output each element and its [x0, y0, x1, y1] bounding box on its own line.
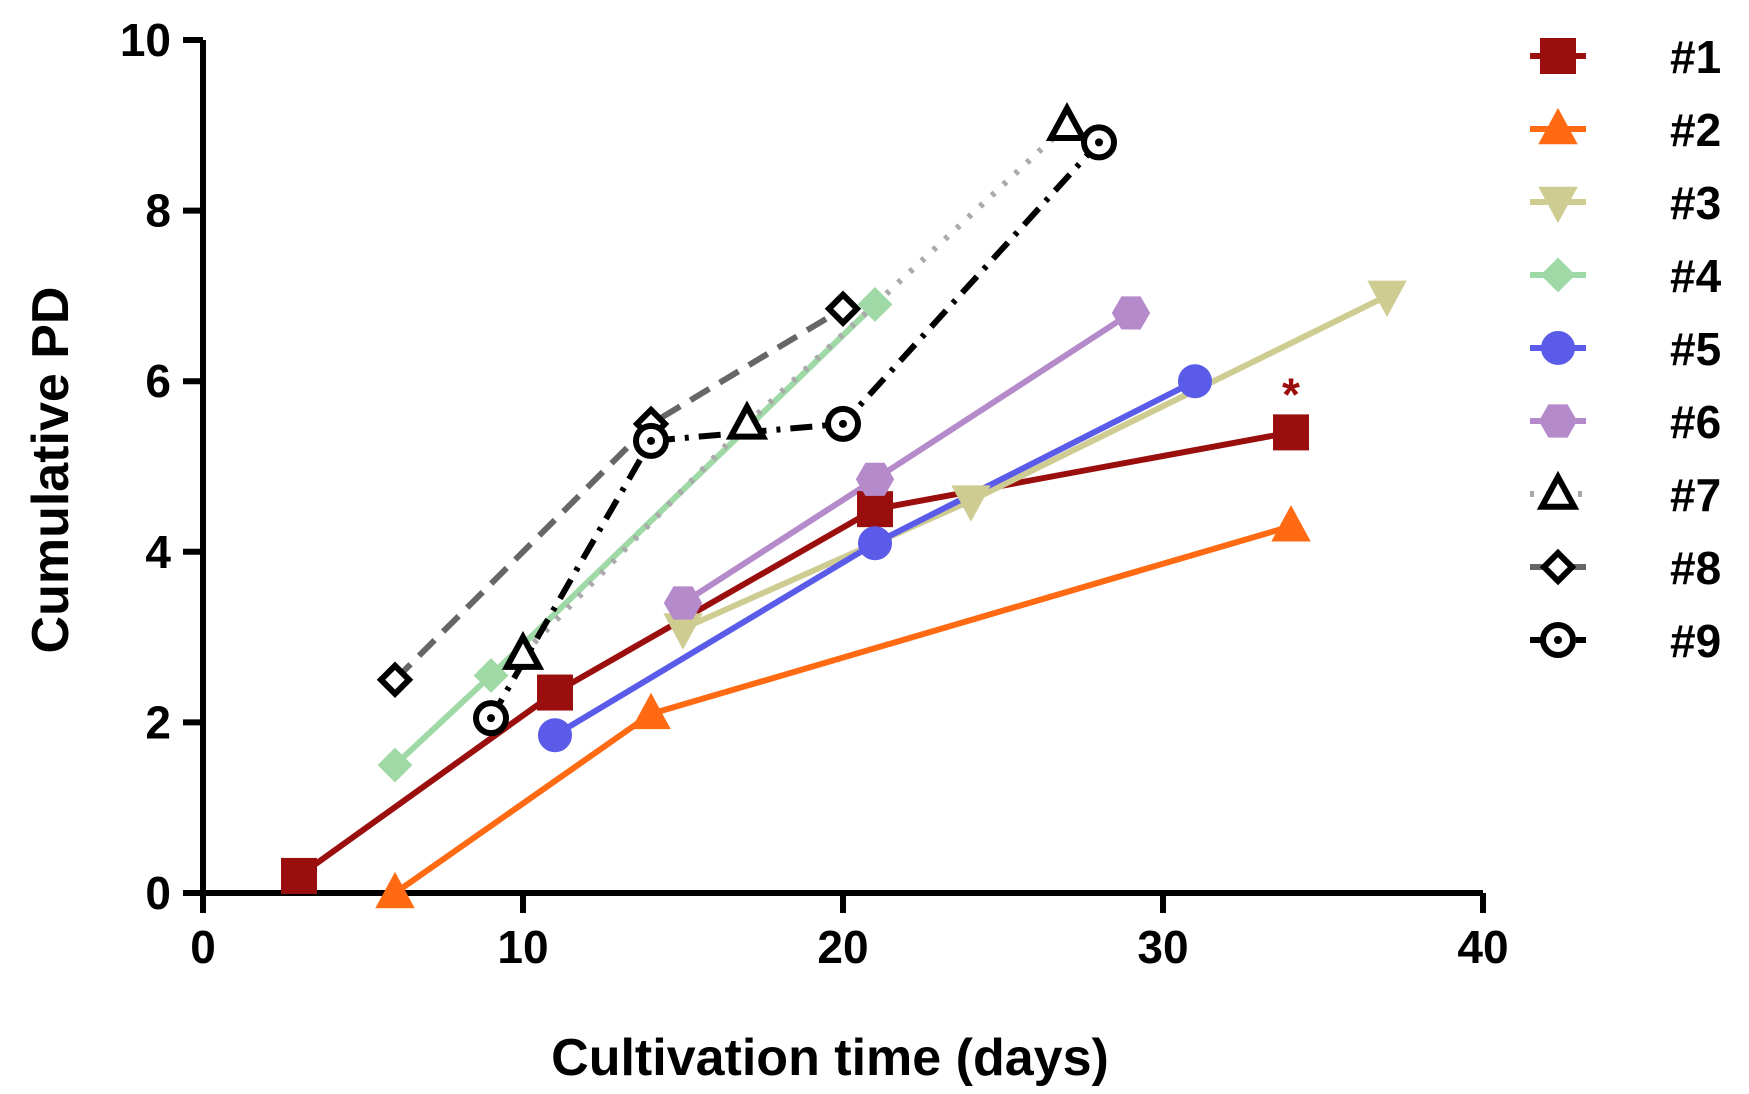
x-tick-label: 20	[817, 921, 868, 973]
series-line-7	[520, 123, 1070, 657]
legend-entry-3: #3	[1530, 177, 1721, 229]
legend-marker	[1540, 38, 1576, 74]
legend-label: #5	[1670, 323, 1721, 375]
axes: 0 10 20 30 40 0 2 4 6 8 10	[120, 14, 1509, 973]
data-point-series-5	[858, 526, 892, 561]
legend-entry-2: #2	[1530, 104, 1721, 156]
data-point-series-7	[725, 400, 769, 440]
legend-label: #9	[1670, 615, 1721, 667]
legend-label: #7	[1670, 469, 1721, 521]
data-point-series-8	[376, 661, 414, 698]
annotations: *	[1282, 368, 1300, 420]
legend-marker	[1539, 548, 1577, 586]
significance-annotation: *	[1282, 368, 1300, 420]
legend-marker	[1541, 331, 1575, 365]
x-tick-label: 0	[190, 921, 216, 973]
data-point-series-6	[1111, 296, 1151, 330]
data-point-series-9	[825, 405, 861, 442]
legend-entry-6: #6	[1530, 396, 1721, 448]
legend-marker	[1538, 186, 1578, 224]
legend-entry-7: #7	[1530, 469, 1721, 521]
data-point-series-5	[1178, 364, 1212, 399]
data-point-series-1	[537, 674, 573, 711]
y-tick-label: 0	[145, 867, 171, 919]
series-line-8	[392, 306, 845, 682]
data-point-series-4	[857, 287, 893, 322]
legend-entry-1: #1	[1530, 31, 1721, 83]
legend-label: #8	[1670, 542, 1721, 594]
y-tick-label: 4	[145, 526, 171, 578]
legend-marker	[1540, 622, 1576, 658]
legend-label: #2	[1670, 104, 1721, 156]
data-point-series-2	[631, 692, 671, 730]
x-tick-label: 10	[497, 921, 548, 973]
y-tick-label: 6	[145, 355, 171, 407]
legend-entry-9: #9	[1530, 615, 1721, 667]
data-point-series-6	[663, 586, 703, 620]
legend-marker	[1536, 470, 1580, 510]
y-tick-label: 2	[145, 696, 171, 748]
data-point-series-3	[1367, 280, 1407, 317]
data-point-series-3	[951, 485, 991, 522]
y-tick-label: 10	[120, 14, 171, 66]
series-markers	[281, 102, 1407, 909]
y-axis-label: Cumulative PD	[22, 287, 80, 654]
data-point-series-4	[473, 658, 509, 693]
y-tick-label: 8	[145, 185, 171, 237]
data-point-series-2	[1271, 505, 1311, 542]
legend-label: #6	[1670, 396, 1721, 448]
legend-entry-4: #4	[1530, 250, 1722, 302]
legend-label: #1	[1670, 31, 1721, 83]
x-tick-label: 40	[1457, 921, 1508, 973]
series-lines	[297, 123, 1389, 896]
data-point-series-9	[633, 422, 669, 459]
legend-entry-5: #5	[1530, 323, 1721, 375]
data-point-series-4	[377, 747, 413, 783]
series-line-1	[297, 429, 1292, 879]
data-point-series-1	[857, 491, 893, 528]
data-point-series-7	[1045, 102, 1089, 142]
legend-marker	[1540, 257, 1576, 293]
x-tick-label: 30	[1137, 921, 1188, 973]
legend-label: #3	[1670, 177, 1721, 229]
legend-marker	[1538, 404, 1578, 438]
data-point-series-1	[281, 857, 317, 894]
data-point-series-2	[375, 871, 415, 909]
data-point-series-9	[1081, 124, 1117, 161]
legend-label: #4	[1670, 250, 1722, 302]
x-axis-label: Cultivation time (days)	[551, 1029, 1109, 1087]
data-point-series-9	[473, 700, 509, 737]
data-point-series-1	[1273, 414, 1309, 451]
series-line-9	[488, 140, 1102, 720]
legend-entry-8: #8	[1530, 542, 1721, 594]
data-point-series-7	[501, 630, 545, 670]
data-point-series-5	[538, 718, 572, 753]
data-point-series-8	[824, 290, 862, 327]
data-point-series-6	[855, 462, 895, 496]
legend-marker	[1538, 107, 1578, 145]
legend: #1 #2 #3 #4 #5 #6 #7 #8 #9	[1530, 31, 1722, 667]
